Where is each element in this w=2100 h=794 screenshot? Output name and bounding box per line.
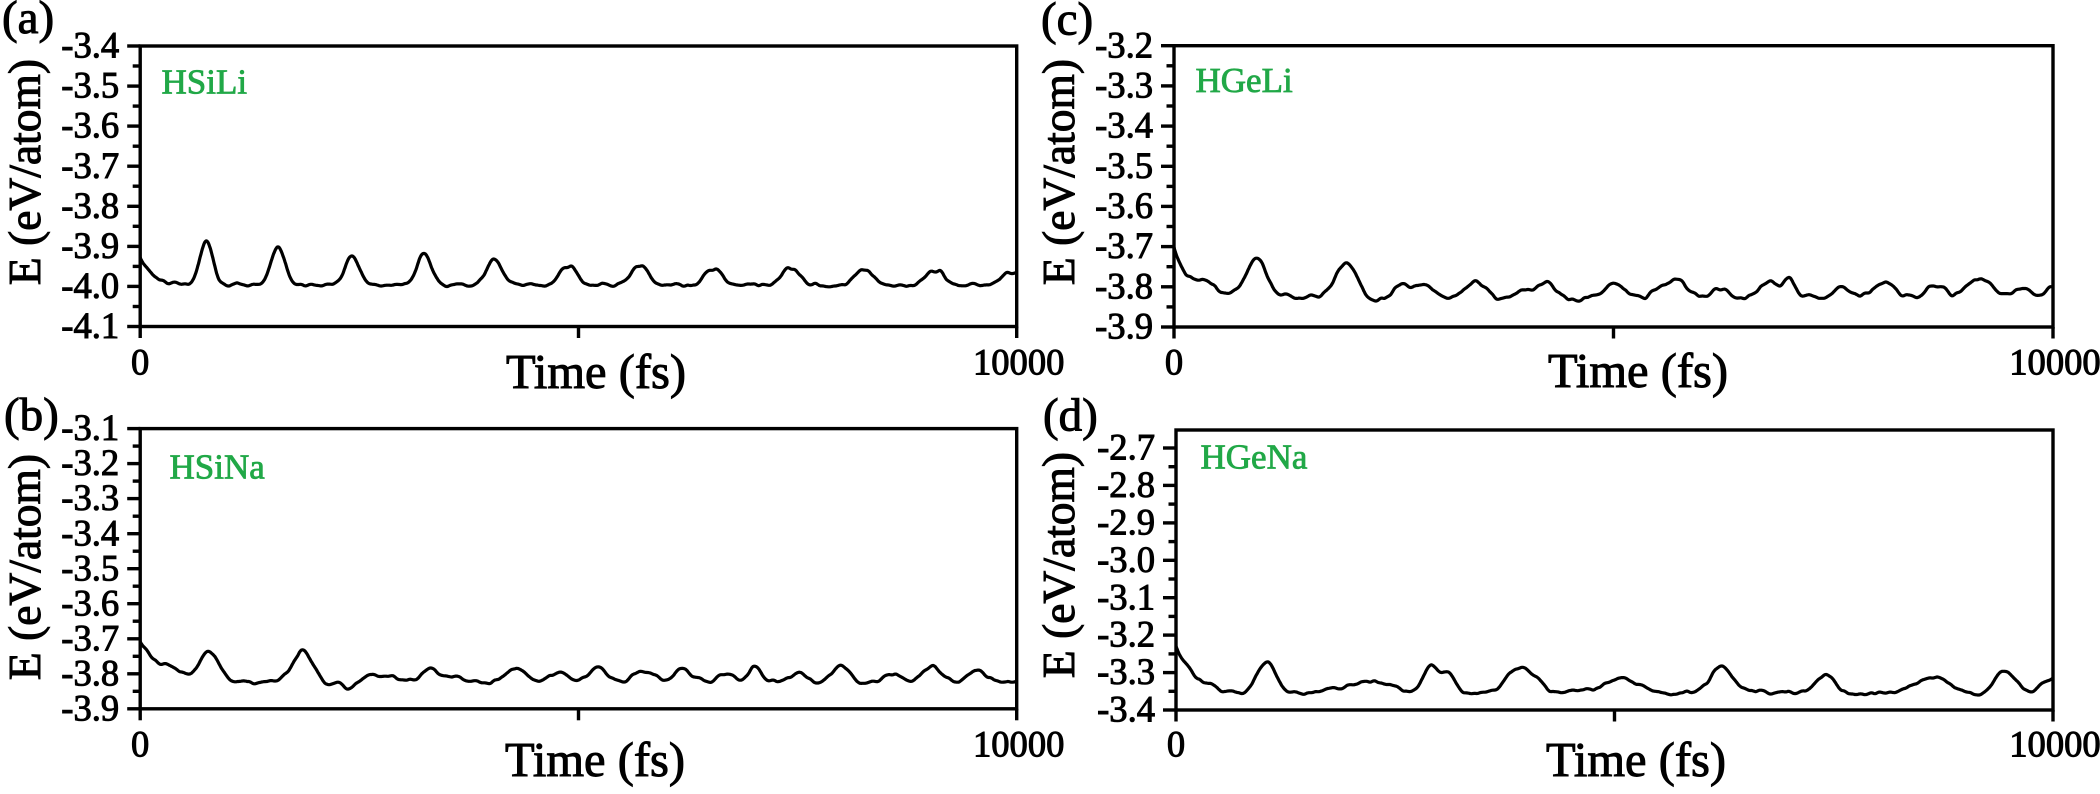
svg-text:0: 0 bbox=[131, 342, 149, 383]
svg-text:-3.3: -3.3 bbox=[1097, 651, 1155, 692]
svg-text:-4.1: -4.1 bbox=[61, 305, 119, 346]
svg-text:-3.8: -3.8 bbox=[1095, 265, 1153, 306]
svg-text:(b): (b) bbox=[4, 389, 59, 441]
svg-text:-3.7: -3.7 bbox=[61, 145, 119, 186]
svg-text:-3.6: -3.6 bbox=[61, 105, 119, 146]
svg-text:-3.7: -3.7 bbox=[1095, 225, 1153, 266]
svg-text:-3.8: -3.8 bbox=[61, 652, 119, 693]
svg-text:-3.5: -3.5 bbox=[61, 547, 119, 588]
svg-text:-3.9: -3.9 bbox=[61, 687, 119, 728]
svg-text:0: 0 bbox=[1167, 724, 1185, 765]
svg-text:-2.8: -2.8 bbox=[1097, 464, 1155, 505]
svg-text:-3.3: -3.3 bbox=[1095, 65, 1153, 106]
svg-text:(d): (d) bbox=[1043, 390, 1098, 442]
svg-text:Time (fs): Time (fs) bbox=[1546, 734, 1726, 787]
svg-text:-3.1: -3.1 bbox=[61, 407, 119, 448]
svg-text:-3.2: -3.2 bbox=[61, 442, 119, 483]
svg-text:-3.4: -3.4 bbox=[61, 25, 119, 66]
svg-text:-3.3: -3.3 bbox=[61, 477, 119, 518]
svg-text:-3.1: -3.1 bbox=[1097, 576, 1155, 617]
svg-text:-3.4: -3.4 bbox=[1095, 105, 1153, 146]
svg-text:-2.7: -2.7 bbox=[1097, 427, 1155, 468]
svg-text:-3.2: -3.2 bbox=[1095, 24, 1153, 65]
svg-text:-3.5: -3.5 bbox=[61, 65, 119, 106]
svg-text:10000: 10000 bbox=[2009, 724, 2100, 765]
svg-text:HGeNa: HGeNa bbox=[1201, 438, 1308, 477]
svg-text:-3.6: -3.6 bbox=[1095, 185, 1153, 226]
svg-text:-3.5: -3.5 bbox=[1095, 145, 1153, 186]
svg-text:E (eV/atom): E (eV/atom) bbox=[0, 59, 50, 285]
svg-text:-2.9: -2.9 bbox=[1097, 502, 1155, 543]
svg-text:Time (fs): Time (fs) bbox=[1548, 345, 1728, 398]
svg-text:HSiNa: HSiNa bbox=[170, 448, 266, 487]
svg-text:0: 0 bbox=[131, 724, 149, 765]
svg-text:10000: 10000 bbox=[973, 724, 1064, 765]
svg-text:-3.2: -3.2 bbox=[1097, 614, 1155, 655]
svg-text:E (eV/atom): E (eV/atom) bbox=[1033, 59, 1084, 285]
svg-text:Time (fs): Time (fs) bbox=[506, 346, 686, 399]
svg-text:-3.4: -3.4 bbox=[1097, 689, 1155, 730]
svg-text:-3.6: -3.6 bbox=[61, 582, 119, 623]
svg-text:(a): (a) bbox=[2, 0, 54, 44]
svg-text:10000: 10000 bbox=[2009, 342, 2100, 383]
svg-text:-3.4: -3.4 bbox=[61, 512, 119, 553]
svg-text:E (eV/atom): E (eV/atom) bbox=[1033, 452, 1084, 678]
svg-text:-3.9: -3.9 bbox=[61, 225, 119, 266]
svg-text:-3.0: -3.0 bbox=[1097, 539, 1155, 580]
svg-text:E (eV/atom): E (eV/atom) bbox=[0, 454, 50, 680]
svg-text:-3.9: -3.9 bbox=[1095, 306, 1153, 347]
svg-text:HSiLi: HSiLi bbox=[162, 62, 248, 101]
svg-text:0: 0 bbox=[1165, 342, 1183, 383]
svg-text:10000: 10000 bbox=[973, 342, 1064, 383]
svg-text:-3.8: -3.8 bbox=[61, 185, 119, 226]
svg-text:(c): (c) bbox=[1041, 0, 1093, 46]
svg-text:-4.0: -4.0 bbox=[61, 265, 119, 306]
svg-text:Time (fs): Time (fs) bbox=[505, 734, 685, 787]
svg-text:HGeLi: HGeLi bbox=[1196, 61, 1293, 100]
svg-text:-3.7: -3.7 bbox=[61, 617, 119, 658]
